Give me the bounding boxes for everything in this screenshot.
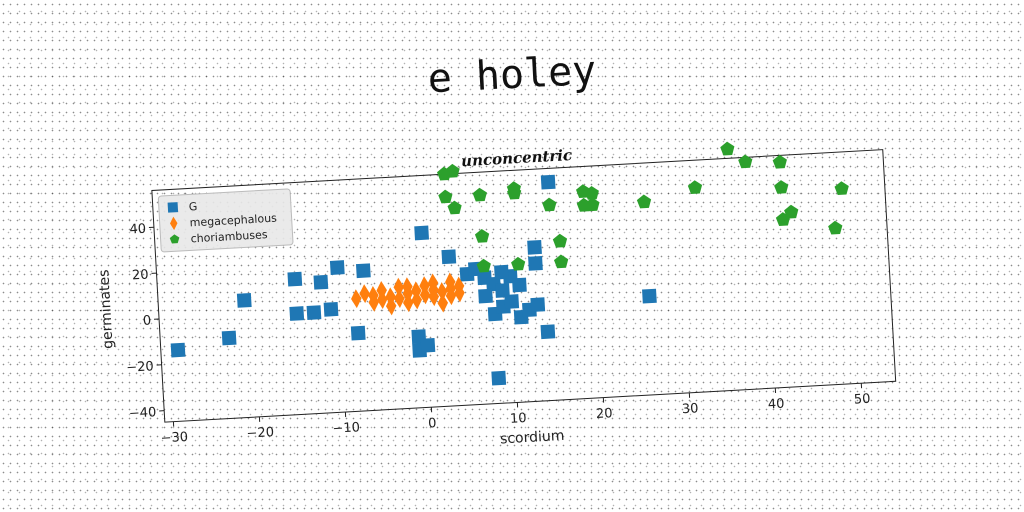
data-point-series-0 bbox=[494, 264, 509, 280]
axis-ticks: −30 −20 −10 0 10 20 30 40 50 −40 −20 0 20 40 bbox=[126, 222, 871, 447]
data-point-series-0 bbox=[441, 249, 457, 265]
data-point-series-2 bbox=[636, 194, 652, 209]
data-point-series-2 bbox=[585, 197, 600, 212]
data-point-series-1 bbox=[445, 286, 457, 306]
data-point-series-2 bbox=[772, 154, 787, 169]
data-point-series-2 bbox=[784, 204, 799, 219]
x-axis-label: scordium bbox=[500, 428, 565, 448]
data-point-series-2 bbox=[828, 220, 843, 235]
data-point-series-2 bbox=[687, 180, 703, 195]
data-point-series-1 bbox=[436, 282, 448, 302]
data-point-series-2 bbox=[738, 154, 753, 169]
legend-marker-1 bbox=[169, 216, 178, 231]
x-tick-label: 10 bbox=[510, 411, 527, 427]
x-tick-label: −10 bbox=[332, 420, 360, 437]
data-point-series-1 bbox=[427, 273, 439, 293]
legend-box bbox=[157, 188, 294, 253]
data-point-series-0 bbox=[530, 297, 546, 313]
y-tick-label: 20 bbox=[132, 268, 149, 284]
chart-title: unconcentric bbox=[461, 146, 573, 170]
data-marks bbox=[170, 141, 849, 386]
data-point-series-2 bbox=[472, 187, 487, 202]
data-point-series-0 bbox=[221, 330, 237, 346]
x-tick-label: −20 bbox=[246, 425, 274, 442]
data-point-series-1 bbox=[402, 277, 413, 297]
x-tick-label: 40 bbox=[768, 397, 785, 413]
x-tick-label: 0 bbox=[428, 416, 437, 431]
data-point-series-2 bbox=[552, 233, 568, 248]
data-point-series-0 bbox=[329, 260, 345, 275]
data-point-series-2 bbox=[553, 254, 569, 269]
data-point-series-1 bbox=[444, 272, 456, 292]
data-point-series-1 bbox=[403, 293, 414, 313]
data-point-series-0 bbox=[306, 305, 322, 320]
y-tick-label: −40 bbox=[128, 405, 156, 422]
y-tick-label: 0 bbox=[142, 313, 151, 328]
axes-frame bbox=[151, 149, 897, 423]
data-point-series-2 bbox=[438, 189, 453, 204]
data-point-series-0 bbox=[355, 263, 371, 279]
data-point-series-2 bbox=[476, 258, 491, 273]
y-tick-label: −20 bbox=[126, 359, 154, 376]
data-point-series-0 bbox=[170, 342, 186, 358]
data-point-series-2 bbox=[506, 181, 521, 195]
legend-label-1: megacephalous bbox=[189, 212, 277, 230]
data-point-series-0 bbox=[350, 325, 366, 341]
data-point-series-0 bbox=[420, 337, 436, 353]
legend-marker-0 bbox=[167, 202, 179, 213]
legend-marker-2 bbox=[169, 234, 180, 244]
data-point-series-0 bbox=[504, 294, 520, 309]
data-point-series-0 bbox=[495, 283, 510, 298]
data-point-series-0 bbox=[478, 288, 493, 304]
data-point-series-1 bbox=[437, 293, 449, 313]
data-point-series-2 bbox=[542, 197, 557, 212]
data-point-series-2 bbox=[445, 163, 460, 178]
data-point-series-0 bbox=[540, 174, 556, 190]
data-point-series-0 bbox=[512, 277, 527, 293]
data-point-series-1 bbox=[454, 283, 465, 303]
x-tick-label: 50 bbox=[854, 392, 871, 408]
x-tick-label: 20 bbox=[596, 406, 613, 422]
data-point-series-1 bbox=[368, 292, 379, 312]
data-point-series-0 bbox=[287, 271, 303, 287]
plot-area: −30 −20 −10 0 10 20 30 40 50 −40 −20 0 20 40 unconcen… bbox=[96, 141, 897, 448]
data-point-series-2 bbox=[447, 200, 462, 215]
data-point-series-1 bbox=[385, 296, 397, 316]
data-point-series-0 bbox=[540, 324, 556, 340]
data-point-series-1 bbox=[428, 287, 440, 307]
data-point-series-1 bbox=[393, 277, 405, 297]
data-point-series-0 bbox=[491, 370, 507, 386]
data-point-series-2 bbox=[834, 181, 849, 196]
data-point-series-1 bbox=[419, 285, 431, 305]
data-point-series-0 bbox=[528, 256, 543, 271]
data-point-series-0 bbox=[527, 239, 542, 255]
data-point-series-0 bbox=[642, 288, 657, 304]
y-tick-label: 40 bbox=[129, 222, 146, 238]
data-point-series-2 bbox=[474, 228, 490, 243]
legend-label-2: choriambuses bbox=[190, 228, 268, 245]
y-axis-label: germinates bbox=[96, 269, 116, 349]
data-point-series-0 bbox=[289, 306, 305, 321]
data-point-series-1 bbox=[394, 289, 405, 309]
data-point-series-0 bbox=[313, 274, 329, 290]
x-tick-label: 30 bbox=[682, 401, 699, 417]
data-point-series-1 bbox=[376, 290, 388, 309]
data-point-series-0 bbox=[323, 301, 339, 317]
data-point-series-2 bbox=[720, 141, 735, 156]
data-point-series-0 bbox=[414, 225, 430, 241]
data-point-series-1 bbox=[359, 284, 370, 304]
data-point-series-1 bbox=[351, 289, 362, 309]
data-point-series-2 bbox=[584, 186, 599, 200]
data-point-series-0 bbox=[236, 292, 252, 308]
legend-label-0: G bbox=[188, 200, 197, 213]
data-point-series-1 bbox=[411, 290, 422, 310]
data-point-series-2 bbox=[511, 256, 526, 271]
x-tick-label: −30 bbox=[160, 430, 188, 447]
data-point-series-2 bbox=[774, 180, 789, 194]
